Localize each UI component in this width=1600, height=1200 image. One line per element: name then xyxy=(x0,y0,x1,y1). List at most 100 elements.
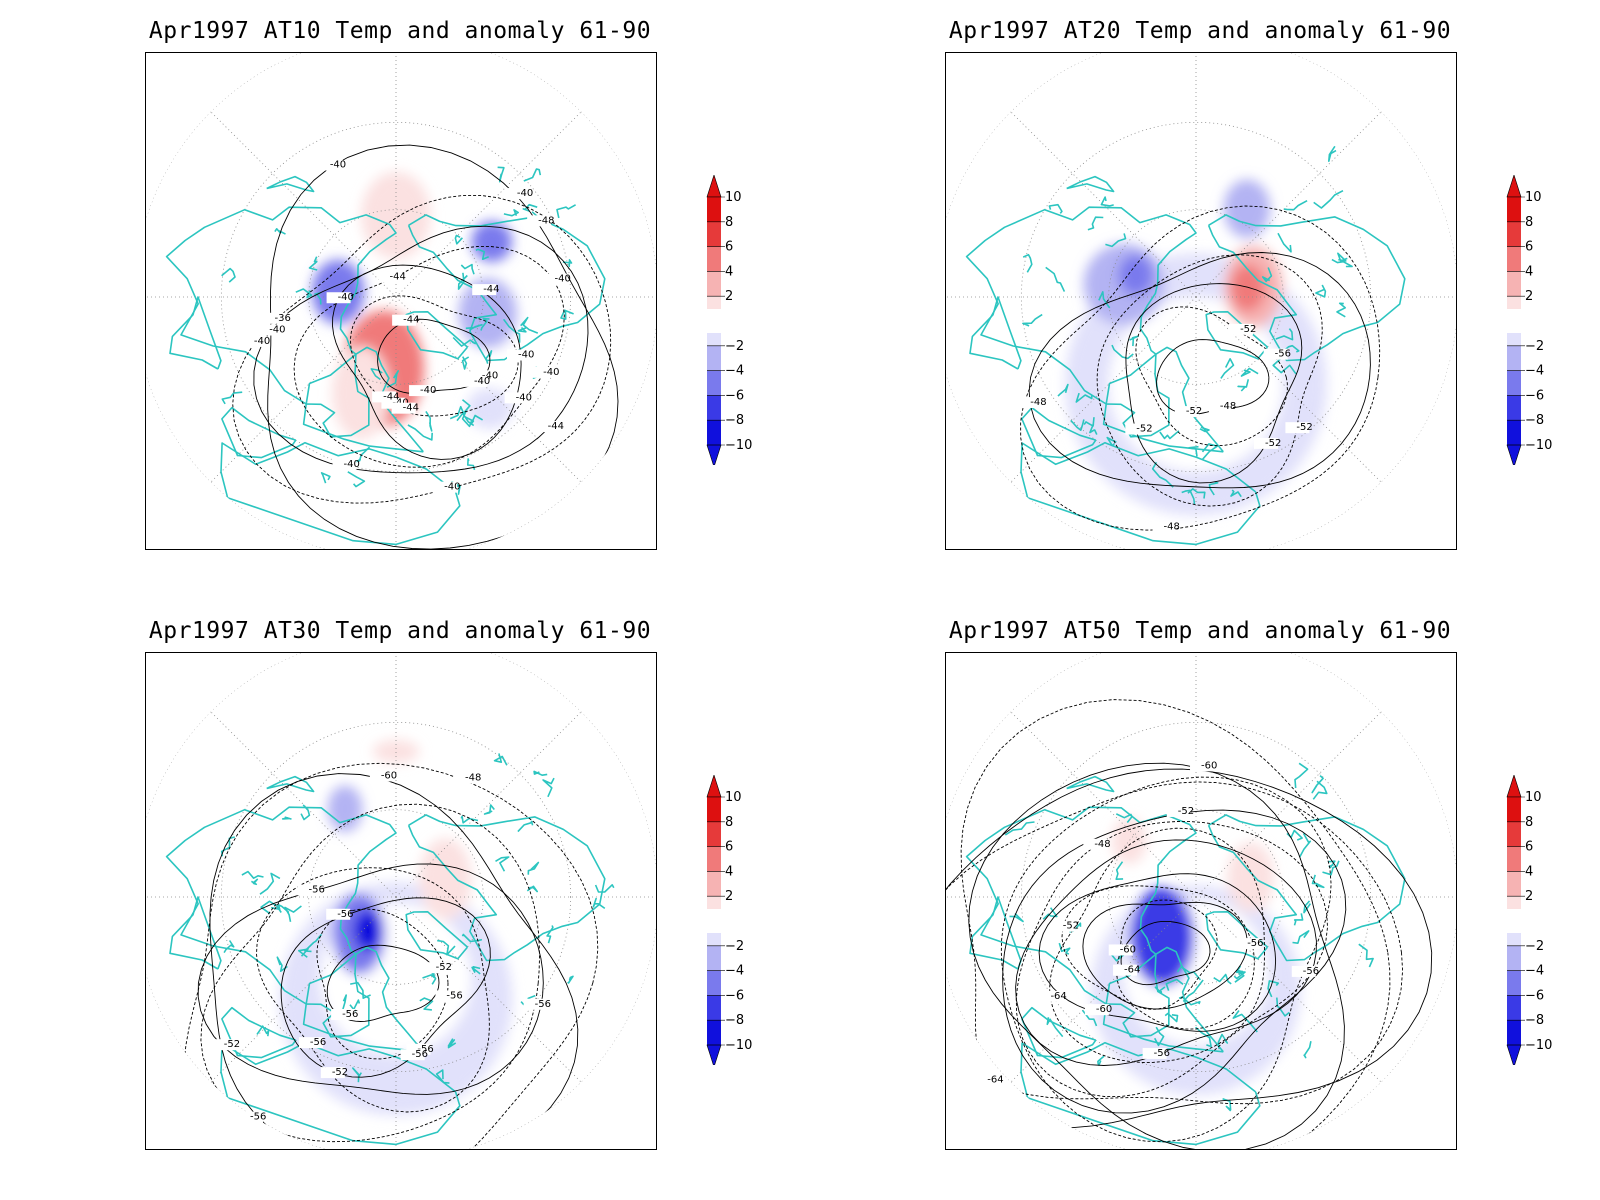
contour-label: -60 xyxy=(381,770,397,781)
contour-labels: -64 -60 -56 -52 -60 -64 -56 -48 -52 -56 -60 -64 xyxy=(976,760,1319,1086)
contour-label: -44 xyxy=(403,403,419,414)
country-border xyxy=(250,878,259,886)
country-border xyxy=(560,309,574,320)
country-border xyxy=(1165,978,1184,991)
colorbar-tick-label: 2 xyxy=(725,889,733,904)
meridian-line xyxy=(989,90,1197,298)
country-border xyxy=(449,405,465,422)
country-border xyxy=(1164,1012,1179,1023)
colorbar-swatch xyxy=(707,995,721,1021)
country-border xyxy=(1087,216,1104,231)
country-border xyxy=(308,256,318,271)
colorbar-tick-label: 2 xyxy=(1525,889,1533,904)
country-border xyxy=(1153,1026,1165,1047)
country-border xyxy=(1178,996,1201,1006)
contour-label: -40 xyxy=(330,160,346,171)
colorbar-tick-label: −10 xyxy=(1525,1038,1552,1053)
contour-line xyxy=(1049,827,1265,1063)
colorbar-swatch xyxy=(707,1020,721,1045)
contour-line xyxy=(256,867,490,1113)
country-border xyxy=(485,350,493,364)
contour-label: -56 xyxy=(310,1037,326,1048)
country-border xyxy=(1182,979,1204,1003)
country-border xyxy=(1276,997,1290,1017)
coastline xyxy=(965,206,1197,405)
contour-label: -56 xyxy=(417,1044,433,1055)
contour-label: -52 xyxy=(332,1067,348,1078)
colorbar-swatch xyxy=(1507,197,1521,222)
country-border xyxy=(435,1069,450,1084)
colorbar-tick-label: −2 xyxy=(725,939,744,954)
country-border xyxy=(594,884,615,893)
country-border xyxy=(471,966,481,975)
country-border xyxy=(523,168,542,182)
meridian-line xyxy=(395,690,603,898)
contour-label-bg xyxy=(1113,964,1138,976)
coastline xyxy=(1205,310,1269,360)
country-border xyxy=(1115,813,1133,823)
contour-label: -64 xyxy=(1050,991,1066,1002)
meridian-line xyxy=(189,90,397,298)
panel-at20: Apr1997 AT20 Temp and anomaly 61-90 -52-… xyxy=(800,0,1600,600)
contour-label-bg xyxy=(1084,1004,1109,1016)
contour-label: -56 xyxy=(1247,938,1263,949)
coastline xyxy=(169,896,222,970)
colorbar-swatch xyxy=(1507,995,1521,1021)
colorbar-swatch xyxy=(707,970,721,996)
country-border xyxy=(592,897,606,910)
colorbar-tick-label: 10 xyxy=(1525,190,1542,205)
coastline xyxy=(407,814,606,962)
country-border xyxy=(461,356,470,370)
country-border xyxy=(349,999,361,1012)
meridian-line xyxy=(395,90,603,298)
contour-label: -56 xyxy=(337,909,353,920)
colorbar-tick-label: 4 xyxy=(1525,864,1533,879)
coastlines xyxy=(165,753,615,1146)
anomaly-region xyxy=(466,388,513,429)
country-border xyxy=(1292,930,1310,944)
country-border xyxy=(1057,383,1069,397)
country-border xyxy=(256,1025,270,1037)
contour-label: -40 xyxy=(518,350,534,361)
country-border xyxy=(520,316,539,334)
meridian-line xyxy=(189,896,397,1104)
contour-label-bg xyxy=(462,375,487,387)
meridian-line xyxy=(1195,90,1403,298)
country-border xyxy=(1022,253,1033,273)
polar-map: -52 -52 -52 -52 -48 -48 -48 -56 -52 xyxy=(945,52,1457,550)
contour-label: -60 xyxy=(1201,760,1217,771)
contour-label-bg xyxy=(326,292,351,304)
country-border xyxy=(503,209,519,217)
colorbar-swatch xyxy=(1507,271,1521,297)
contour-line xyxy=(1096,254,1323,507)
contour-label: -36 xyxy=(275,313,291,324)
country-border xyxy=(1232,1010,1258,1033)
colorbar-bottom-arrow xyxy=(706,444,722,465)
country-border xyxy=(452,336,476,347)
country-border xyxy=(1075,392,1093,403)
contour-label-bg xyxy=(1174,406,1199,418)
contour-line xyxy=(946,768,1433,1129)
anomaly-region xyxy=(471,221,513,263)
country-border xyxy=(221,391,243,405)
coastline xyxy=(169,296,222,370)
contour-label-bg xyxy=(504,392,529,404)
contour-label: -40 xyxy=(482,370,498,381)
coastline xyxy=(1066,775,1115,793)
coastline xyxy=(969,296,1022,370)
colorbar-tick-label: −4 xyxy=(725,964,744,979)
country-border xyxy=(270,904,290,914)
map-canvas: -40-40-40-40-40-40-40-40-40-40-40-40-40-… xyxy=(146,53,656,549)
country-border xyxy=(1159,430,1180,440)
contour-label: -52 xyxy=(224,1039,240,1050)
colorbar-bottom-arrow xyxy=(706,1044,722,1065)
coastline xyxy=(1066,175,1115,193)
contour-label-bg xyxy=(470,370,495,382)
country-border xyxy=(1199,426,1210,433)
country-border xyxy=(386,370,399,388)
country-border xyxy=(1313,189,1344,209)
coastline xyxy=(165,206,397,405)
contour-label: -44 xyxy=(483,284,499,295)
country-border xyxy=(1240,367,1259,377)
country-border xyxy=(517,327,527,333)
